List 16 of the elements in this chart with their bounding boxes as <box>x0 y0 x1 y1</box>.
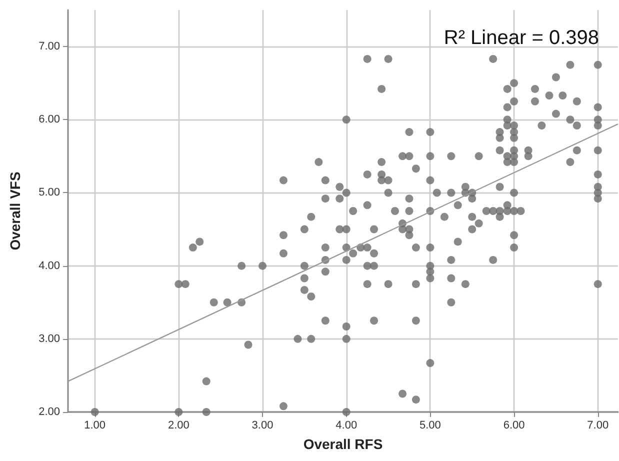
y-tick-label: 7.00 <box>38 40 60 53</box>
x-tick-label: 7.00 <box>587 420 609 432</box>
y-tick-label: 2.00 <box>38 406 60 418</box>
y-tick-label: 3.00 <box>38 332 60 345</box>
x-tick-label: 2.00 <box>168 420 190 432</box>
x-tick-label: 1.00 <box>84 420 106 432</box>
annotation: R² Linear = 0.398 <box>444 27 600 49</box>
y-axis-title: Overall VFS <box>7 172 23 250</box>
y-tick-label: 4.00 <box>38 260 60 272</box>
x-tick-label: 4.00 <box>336 420 358 432</box>
x-tick-label: 5.00 <box>419 420 441 432</box>
y-tick-label: 5.00 <box>38 186 60 199</box>
x-axis-title: Overall RFS <box>303 436 383 452</box>
x-tick-label: 6.00 <box>503 420 525 432</box>
y-tick-label: 6.00 <box>38 114 60 126</box>
x-tick-label: 3.00 <box>252 420 274 432</box>
